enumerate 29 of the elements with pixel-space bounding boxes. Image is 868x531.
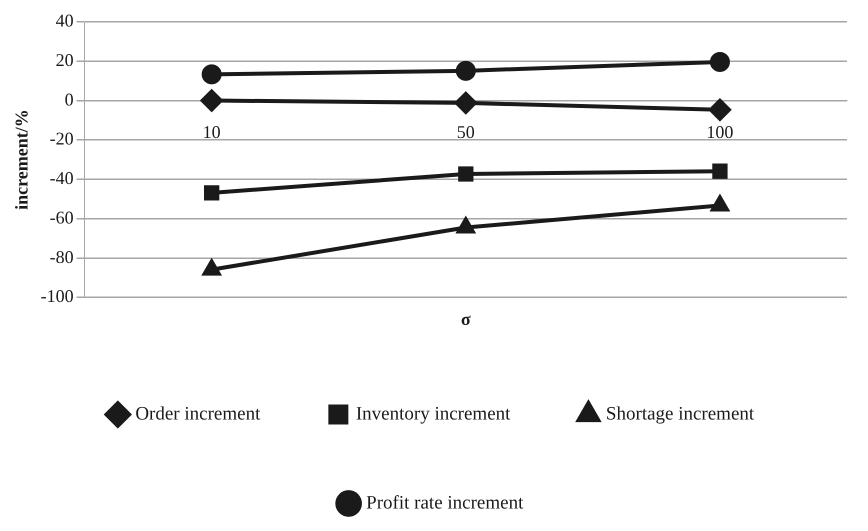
y-tick-label: -60 (50, 207, 74, 228)
point (204, 185, 220, 201)
y-tick-label: -80 (50, 246, 74, 267)
x-axis-title: σ (460, 308, 471, 329)
x-tick-label: 10 (202, 122, 221, 142)
legend-label: Profit rate increment (366, 492, 524, 514)
y-tick-label: 0 (64, 89, 74, 110)
legend-label: Order increment (135, 403, 262, 424)
point (711, 195, 729, 212)
legend-label: Inventory increment (356, 403, 512, 424)
legend-label: Shortage increment (606, 403, 755, 424)
y-tick-label: -20 (50, 128, 74, 149)
point (202, 64, 222, 84)
point (200, 90, 223, 112)
y-axis-title: increment/% (11, 109, 32, 210)
y-tick-label: -40 (50, 168, 74, 188)
point (456, 218, 475, 234)
point (454, 92, 477, 114)
y-tick-label: 20 (56, 50, 74, 70)
point (456, 60, 476, 81)
x-tick-label: 100 (706, 122, 734, 142)
y-tick-label: 40 (56, 10, 74, 31)
point (712, 164, 728, 179)
point (710, 52, 730, 72)
point (708, 98, 731, 121)
point (202, 260, 221, 276)
y-tick-label: -100 (40, 286, 74, 306)
x-tick-label: 50 (456, 122, 475, 142)
point (458, 166, 474, 182)
